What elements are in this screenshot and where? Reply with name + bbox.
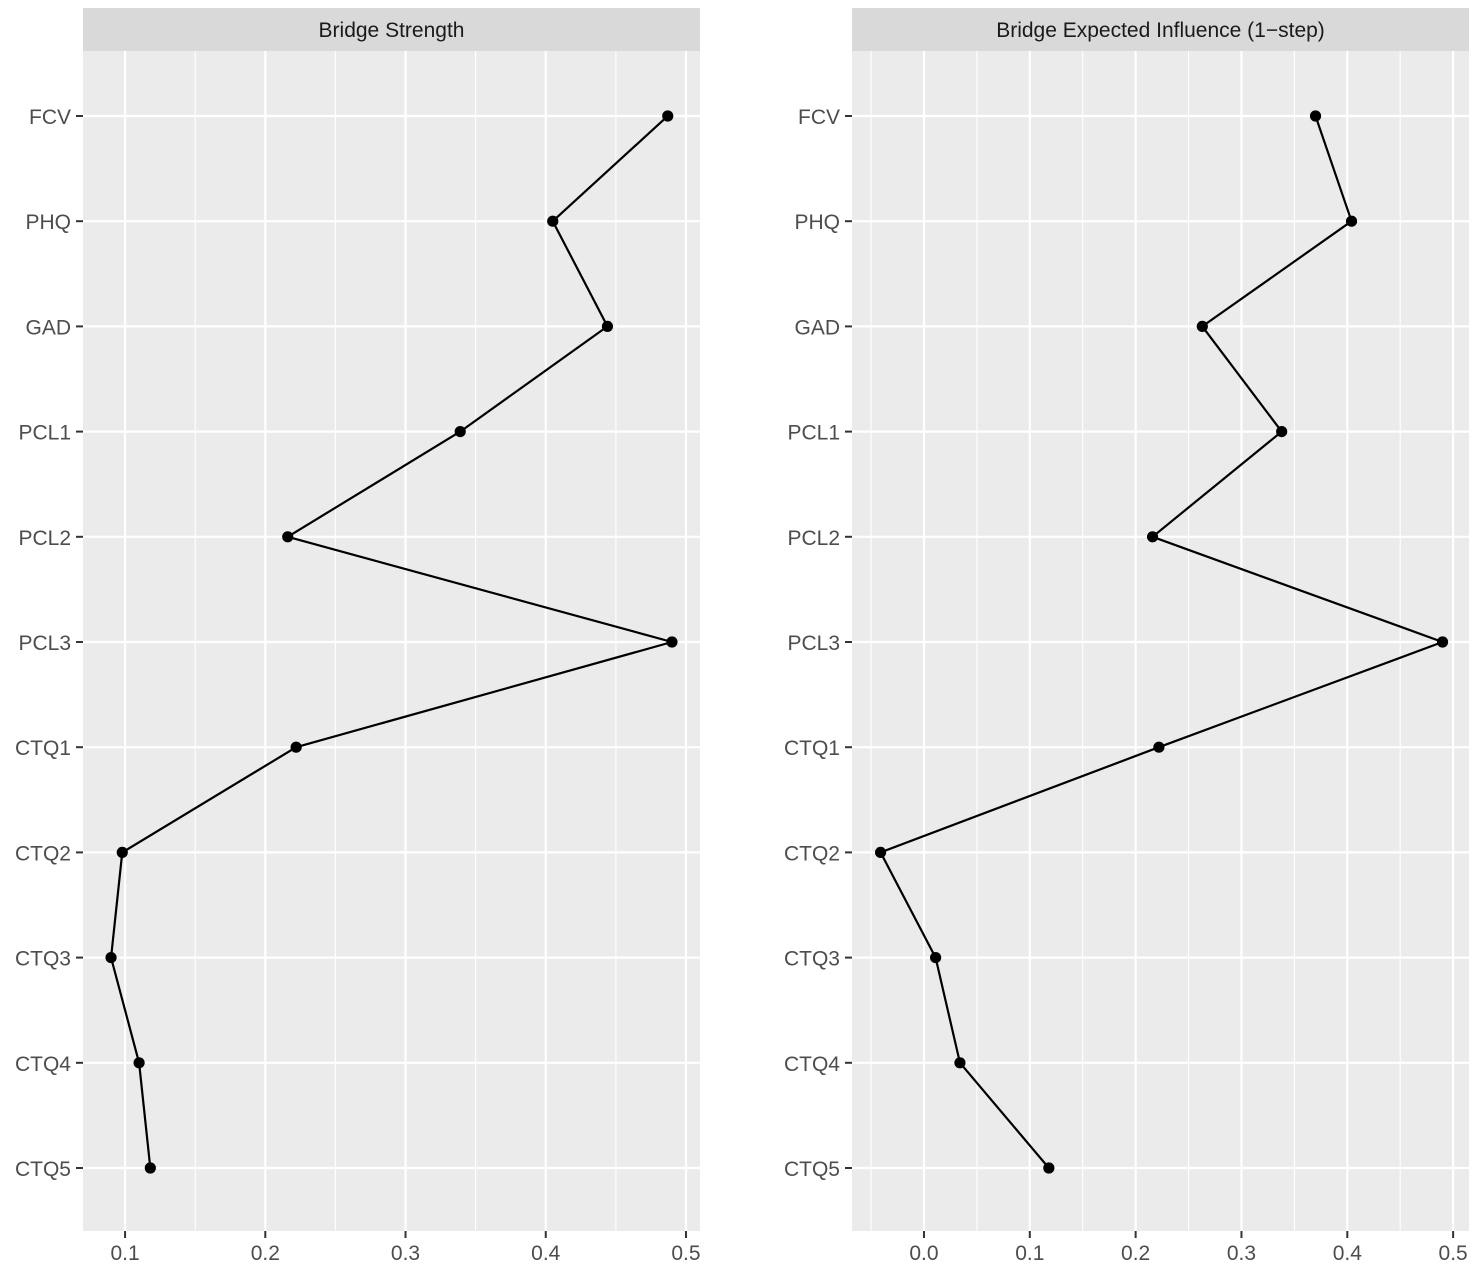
bridge-expected-influence-x-tick-label: 0.3 [1227, 1242, 1256, 1265]
bridge-expected-influence-y-tick-label: GAD [794, 316, 840, 339]
bridge-strength-y-tick-label: CTQ3 [15, 948, 71, 971]
bridge-strength-point-fcv [662, 110, 674, 122]
bridge-expected-influence-strip [852, 8, 1469, 51]
bridge-expected-influence-x-tick-label: 0.1 [1015, 1242, 1044, 1265]
bridge-strength-point-phq [547, 215, 559, 227]
bridge-expected-influence-series [874, 110, 1449, 1174]
bridge-expected-influence-y-tick-label: PHQ [794, 211, 840, 234]
bridge-expected-influence-y-tick-label: PCL3 [787, 632, 840, 655]
bridge-strength-x-tick-label: 0.4 [531, 1242, 561, 1265]
bridge-expected-influence-point-ctq4 [954, 1057, 966, 1069]
bridge-strength-x-tick-label: 0.5 [671, 1242, 700, 1265]
bridge-expected-influence-x-axis: 0.0 0.1 0.2 0.3 0.4 0.5 [909, 1231, 1468, 1265]
bridge-strength-point-ctq1 [290, 741, 302, 753]
bridge-expected-influence-point-ctq2 [874, 846, 887, 859]
bridge-expected-influence-point-pcl1 [1276, 426, 1288, 438]
bridge-expected-influence-point-pcl2 [1146, 531, 1159, 543]
bridge-strength-x-tick-label: 0.2 [251, 1242, 280, 1265]
bridge-expected-influence-y-tick-label: CTQ2 [784, 842, 840, 865]
bridge-strength-title: Bridge Strength [319, 19, 465, 42]
bridge-expected-influence-panel: Bridge Expected Influence (1−step) FCV PH… [784, 8, 1469, 1265]
bridge-expected-influence-point-fcv [1309, 110, 1322, 122]
bridge-expected-influence-y-tick-label: PCL1 [787, 422, 840, 445]
bridge-strength-x-tick-label: 0.1 [110, 1242, 139, 1265]
bridge-expected-influence-point-pcl3 [1436, 636, 1449, 648]
bridge-expected-influence-point-gad [1196, 320, 1208, 332]
bridge-expected-influence-point-ctq3 [930, 952, 942, 964]
bridge-strength-point-ctq5 [144, 1162, 156, 1174]
bridge-expected-influence-y-tick-label: CTQ4 [784, 1053, 840, 1076]
bridge-strength-y-tick-label: PCL1 [18, 422, 71, 445]
bridge-strength-point-pcl1 [454, 426, 466, 438]
bridge-strength-y-tick-label: CTQ4 [15, 1053, 71, 1076]
bridge-expected-influence-x-tick-label: 0.5 [1439, 1242, 1468, 1265]
bridge-strength-y-tick-label: CTQ1 [15, 737, 71, 760]
bridge-strength-point-ctq3 [105, 952, 117, 964]
bridge-strength-point-pcl3 [666, 636, 678, 648]
bridge-expected-influence-y-tick-label: FCV [798, 106, 840, 129]
bridge-strength-point-ctq4 [133, 1057, 145, 1069]
bridge-strength-y-axis: FCV PHQ GAD PCL1 PCL2 PCL3 CTQ1 CTQ2 CTQ3 CTQ4 CTQ… [15, 106, 83, 1181]
bridge-strength-y-tick-label: CTQ2 [15, 842, 71, 865]
bridge-strength-y-tick-label: CTQ5 [15, 1158, 71, 1181]
bridge-expected-influence-y-tick-label: PCL2 [787, 527, 840, 550]
bridge-expected-influence-y-tick-label: CTQ3 [784, 948, 840, 971]
bridge-expected-influence-grid [852, 51, 1469, 1231]
bridge-strength-point-ctq2 [116, 846, 128, 859]
bridge-expected-influence-point-phq [1345, 215, 1358, 227]
bridge-strength-y-tick-label: FCV [29, 106, 71, 129]
bridge-expected-influence-x-tick-label: 0.0 [909, 1242, 938, 1265]
bridge-strength-panel: Bridge Strength FCV PHQ GAD PCL1 PCL2 PCL3 CTQ… [15, 8, 701, 1265]
bridge-strength-y-tick-label: PHQ [25, 211, 71, 234]
bridge-strength-grid [83, 51, 700, 1231]
bridge-expected-influence-point-ctq5 [1043, 1162, 1055, 1174]
bridge-expected-influence-y-tick-label: CTQ5 [784, 1158, 840, 1181]
bridge-strength-series [105, 110, 678, 1174]
bridge-strength-y-tick-label: PCL2 [18, 527, 71, 550]
bridge-strength-strip [83, 8, 700, 51]
bridge-strength-y-tick-label: PCL3 [18, 632, 71, 655]
bridge-strength-x-tick-label: 0.3 [391, 1242, 420, 1265]
bridge-expected-influence-title: Bridge Expected Influence (1−step) [996, 19, 1325, 42]
bridge-expected-influence-point-ctq1 [1153, 741, 1165, 753]
bridge-strength-point-gad [601, 320, 614, 332]
bridge-strength-point-pcl2 [282, 531, 294, 543]
bridge-expected-influence-x-tick-label: 0.4 [1333, 1242, 1363, 1265]
bridge-expected-influence-y-axis: FCV PHQ GAD PCL1 PCL2 PCL3 CTQ1 CTQ2 CTQ3 CTQ4 CTQ… [784, 106, 852, 1181]
bridge-strength-y-tick-label: GAD [25, 316, 71, 339]
bridge-expected-influence-y-tick-label: CTQ1 [784, 737, 840, 760]
bridge-expected-influence-x-tick-label: 0.2 [1121, 1242, 1150, 1265]
bridge-strength-x-axis: 0.1 0.2 0.3 0.4 0.5 [110, 1231, 701, 1265]
